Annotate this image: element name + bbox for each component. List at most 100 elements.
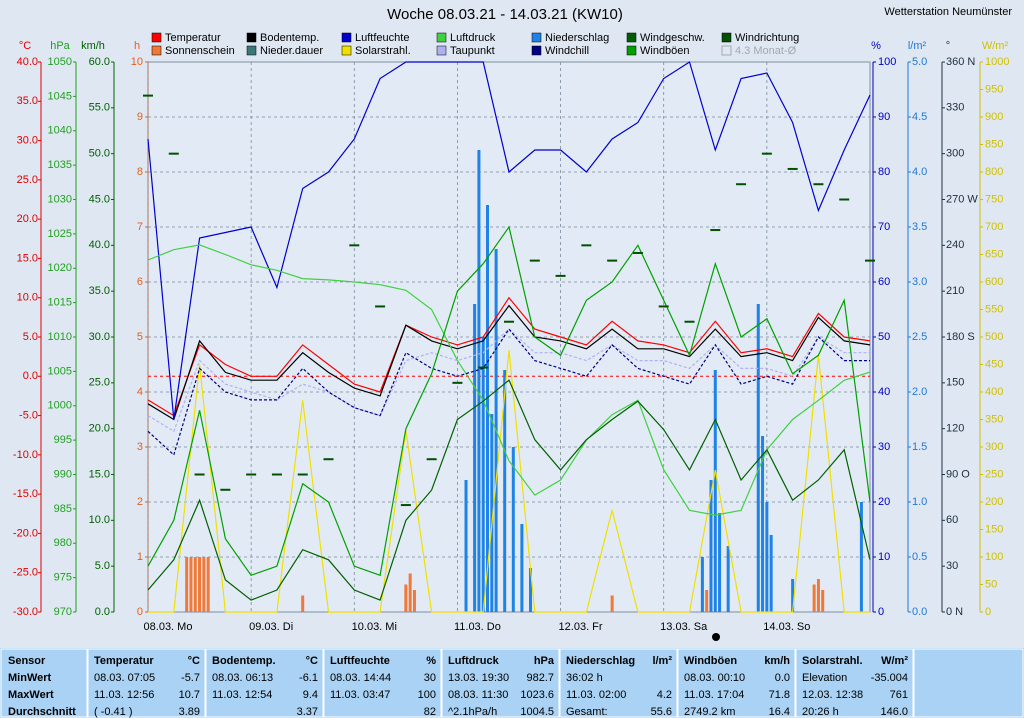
bar [473, 304, 477, 612]
chart-title: Woche 08.03.21 - 14.03.21 (KW10) [387, 6, 623, 23]
row-label: Durchschnitt [8, 706, 76, 718]
table-cell-value: 3.37 [297, 706, 318, 718]
table-unit: l/m² [652, 655, 672, 667]
x-tick-label: 13.03. Sa [660, 621, 708, 633]
y-tick-label: 1.0 [912, 496, 927, 508]
y-tick-label: 10.0 [17, 292, 38, 304]
bar [481, 337, 485, 612]
y-tick-label: 1025 [48, 228, 72, 240]
direction-dot [581, 244, 592, 247]
legend-label: Windrichtung [735, 32, 799, 44]
bar [718, 513, 722, 612]
y-tick-label: 10.0 [89, 514, 110, 526]
bar [486, 205, 490, 612]
axis-unit: W/m² [982, 40, 1009, 52]
direction-dot [143, 94, 153, 97]
y-tick-label: 5.0 [95, 560, 110, 572]
table-cell [87, 648, 206, 718]
table-cell-text: 08.03. 07:05 [94, 672, 155, 684]
y-tick-label: 120 [946, 423, 964, 435]
direction-dot [865, 259, 875, 262]
legend-label: Niederschlag [545, 32, 609, 44]
table-cell-value: 0.0 [775, 672, 790, 684]
legend-swatch [341, 45, 352, 56]
legend-swatch [436, 32, 447, 43]
y-tick-label: 1015 [48, 297, 72, 309]
direction-dot [375, 305, 386, 308]
table-cell [677, 648, 796, 718]
table-cell [205, 648, 324, 718]
bar [700, 557, 704, 612]
y-tick-label: 5.0 [912, 56, 927, 68]
y-tick-label: 20.0 [89, 423, 110, 435]
bar [408, 573, 412, 612]
y-tick-label: 250 [985, 468, 1003, 480]
axis-unit: l/m² [908, 40, 927, 52]
direction-dot [194, 473, 205, 476]
legend-label: Nieder.dauer [260, 45, 323, 57]
table-cell [441, 648, 560, 718]
bar [412, 590, 416, 612]
bar [503, 370, 507, 612]
bar [202, 557, 206, 612]
y-tick-label: 1030 [48, 193, 72, 205]
y-tick-label: 1045 [48, 90, 72, 102]
legend-label: Temperatur [165, 32, 221, 44]
direction-dot [426, 458, 437, 461]
y-tick-label: 0 [985, 606, 991, 618]
y-tick-label: -20.0 [13, 527, 38, 539]
direction-dot [761, 152, 772, 155]
y-tick-label: 30 [946, 560, 958, 572]
y-tick-label: 10 [131, 56, 143, 68]
legend-label: Taupunkt [450, 45, 495, 57]
direction-dot [246, 473, 257, 476]
row-label: MaxWert [8, 689, 54, 701]
table-header: Sensor [8, 655, 46, 667]
table-cell-text: 36:02 h [566, 672, 603, 684]
y-tick-label: 25.0 [89, 377, 110, 389]
x-tick-label: 08.03. Mo [144, 621, 193, 633]
y-tick-label: 25.0 [17, 174, 38, 186]
legend-swatch [246, 45, 257, 56]
series-line [147, 61, 871, 420]
bar [821, 590, 825, 612]
y-tick-label: -10.0 [13, 449, 38, 461]
legend-label: 4.3 Monat-Ø [735, 45, 797, 57]
table-cell-value: 4.2 [657, 689, 672, 701]
direction-dot [813, 183, 824, 186]
y-tick-label: 400 [985, 386, 1003, 398]
y-tick-label: 980 [54, 537, 72, 549]
table-cell-value: 100 [418, 689, 436, 701]
y-tick-label: 4.0 [912, 166, 927, 178]
y-tick-label: 0.0 [95, 606, 110, 618]
y-tick-label: 60.0 [89, 56, 110, 68]
y-tick-label: 1050 [48, 56, 72, 68]
table-cell-value: 55.6 [651, 706, 672, 718]
axis-unit: ° [946, 40, 950, 52]
table-cell-text: 13.03. 19:30 [448, 672, 509, 684]
y-tick-label: 30 [878, 441, 890, 453]
table-cell-value: 1004.5 [520, 706, 554, 718]
axis-unit: % [871, 40, 881, 52]
y-tick-label: 8 [137, 166, 143, 178]
bar [511, 447, 515, 612]
direction-dot [736, 183, 747, 186]
table-cell-text: 08.03. 14:44 [330, 672, 391, 684]
bar [610, 595, 614, 612]
y-tick-label: 0.5 [912, 551, 927, 563]
legend-label: Solarstrahl. [355, 45, 411, 57]
bar [705, 590, 709, 612]
bar [198, 557, 202, 612]
direction-dot [658, 305, 669, 308]
direction-dot [529, 259, 540, 262]
table-cell-text: 08.03. 00:10 [684, 672, 745, 684]
table-header: Solarstrahl. [802, 655, 863, 667]
y-tick-label: 970 [54, 606, 72, 618]
y-tick-label: 3.0 [912, 276, 927, 288]
axis-unit: km/h [81, 40, 105, 52]
bar [756, 304, 760, 612]
table-cell-value: 71.8 [769, 689, 790, 701]
direction-dot [297, 473, 308, 476]
table-cell-value: 1023.6 [520, 689, 554, 701]
y-tick-label: 20 [878, 496, 890, 508]
